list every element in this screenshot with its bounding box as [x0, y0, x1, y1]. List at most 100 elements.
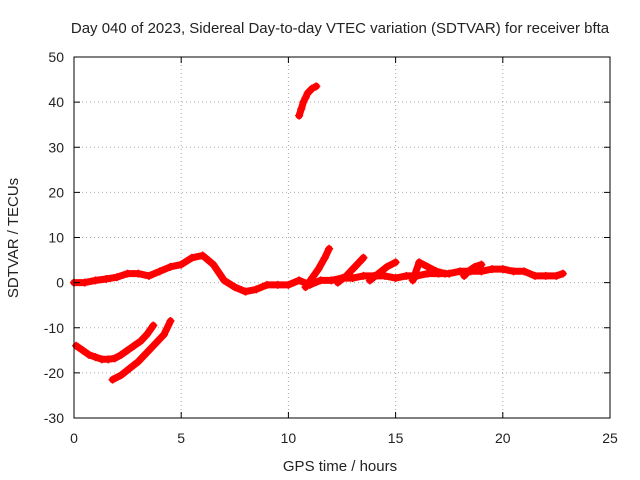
- data-point-marker: [104, 355, 113, 364]
- y-tick-label: -10: [44, 320, 64, 336]
- data-point-marker: [177, 260, 186, 269]
- data-point-marker: [488, 265, 497, 274]
- data-point-marker: [552, 271, 561, 280]
- data-point-marker: [423, 262, 432, 271]
- chart-title: Day 040 of 2023, Sidereal Day-to-day VTE…: [71, 20, 610, 37]
- data-point-marker: [166, 262, 175, 271]
- y-tick-label: 20: [48, 184, 64, 200]
- y-tick-label: 10: [48, 230, 64, 246]
- data-point-marker: [383, 262, 392, 271]
- grid-lines: [74, 57, 610, 418]
- series-spike-3-markers: [365, 258, 400, 285]
- data-point-marker: [155, 267, 164, 276]
- data-point-marker: [80, 278, 89, 287]
- data-point-marker: [402, 271, 411, 280]
- series-high-arc-markers: [295, 82, 321, 120]
- data-point-marker: [477, 267, 486, 276]
- data-point-marker: [359, 271, 368, 280]
- series-spike-5-markers: [460, 260, 486, 280]
- data-point-marker: [455, 267, 464, 276]
- series-lower-rise: [109, 317, 174, 384]
- data-point-marker: [365, 276, 374, 285]
- data-point-marker: [125, 364, 134, 373]
- data-point-marker: [85, 350, 94, 359]
- series-lower-arc-markers: [72, 321, 158, 364]
- y-tick-label: -30: [44, 410, 64, 426]
- y-axis-ticks: -30 -20 -10 0 10 20 30 40 50: [44, 49, 610, 426]
- data-point-marker: [252, 285, 261, 294]
- x-axis-label: GPS time / hours: [283, 458, 397, 475]
- data-point-marker: [350, 262, 359, 271]
- y-tick-label: 40: [48, 94, 64, 110]
- data-point-marker: [316, 276, 325, 285]
- data-point-marker: [333, 278, 342, 287]
- series-spike-3: [366, 258, 400, 284]
- data-point-marker: [72, 341, 81, 350]
- data-point-marker: [78, 346, 87, 355]
- data-point-marker: [295, 111, 304, 120]
- series-spike-5: [460, 261, 485, 280]
- data-point-marker: [142, 348, 151, 357]
- data-point-marker: [117, 371, 126, 380]
- data-point-marker: [102, 275, 111, 284]
- data-point-marker: [391, 274, 400, 283]
- data-point-marker: [307, 274, 316, 283]
- data-point-marker: [541, 271, 550, 280]
- data-point-marker: [284, 280, 293, 289]
- data-point-marker: [301, 283, 310, 292]
- data-point-marker: [391, 258, 400, 267]
- series-spike-1-markers: [301, 244, 334, 292]
- x-tick-label: 0: [70, 430, 78, 446]
- data-point-marker: [359, 253, 368, 262]
- data-point-marker: [209, 260, 218, 269]
- data-point-marker: [327, 276, 336, 285]
- data-point-marker: [91, 353, 100, 362]
- x-tick-label: 10: [281, 430, 297, 446]
- data-point-marker: [123, 346, 132, 355]
- data-point-marker: [241, 287, 250, 296]
- data-point-marker: [460, 271, 469, 280]
- data-point-marker: [415, 258, 424, 267]
- data-point-marker: [509, 267, 518, 276]
- data-point-marker: [558, 269, 567, 278]
- data-point-marker: [432, 267, 441, 276]
- data-point-marker: [273, 280, 282, 289]
- x-tick-label: 25: [602, 430, 618, 446]
- data-point-marker: [230, 283, 239, 292]
- data-point-marker: [380, 271, 389, 280]
- data-point-marker: [220, 276, 229, 285]
- data-point-marker: [314, 265, 323, 274]
- data-point-marker: [295, 276, 304, 285]
- data-point-marker: [297, 104, 306, 113]
- y-axis-label: SDTVAR / TECUs: [5, 178, 22, 298]
- data-point-marker: [160, 330, 169, 339]
- y-tick-label: -20: [44, 365, 64, 381]
- data-point-marker: [325, 244, 334, 253]
- y-tick-label: 50: [48, 49, 64, 65]
- data-point-marker: [187, 253, 196, 262]
- x-tick-label: 20: [495, 430, 511, 446]
- data-point-marker: [320, 253, 329, 262]
- x-axis-ticks: 0 5 10 15 20 25: [70, 57, 618, 446]
- data-point-marker: [149, 321, 158, 330]
- series-spike-2-markers: [333, 253, 368, 287]
- data-point-marker: [110, 354, 119, 363]
- data-point-marker: [342, 271, 351, 280]
- x-tick-label: 15: [388, 430, 404, 446]
- data-point-marker: [374, 269, 383, 278]
- data-point-marker: [477, 260, 486, 269]
- data-point-marker: [112, 273, 121, 282]
- x-tick-label: 5: [177, 430, 185, 446]
- data-point-marker: [123, 269, 132, 278]
- data-point-marker: [299, 98, 308, 107]
- data-point-marker: [198, 251, 207, 260]
- data-point-marker: [142, 330, 151, 339]
- data-point-marker: [498, 265, 507, 274]
- data-point-marker: [108, 375, 117, 384]
- data-point-marker: [348, 274, 357, 283]
- data-point-marker: [464, 267, 473, 276]
- data-point-marker: [530, 271, 539, 280]
- data-point-marker: [423, 269, 432, 278]
- y-tick-label: 0: [56, 275, 64, 291]
